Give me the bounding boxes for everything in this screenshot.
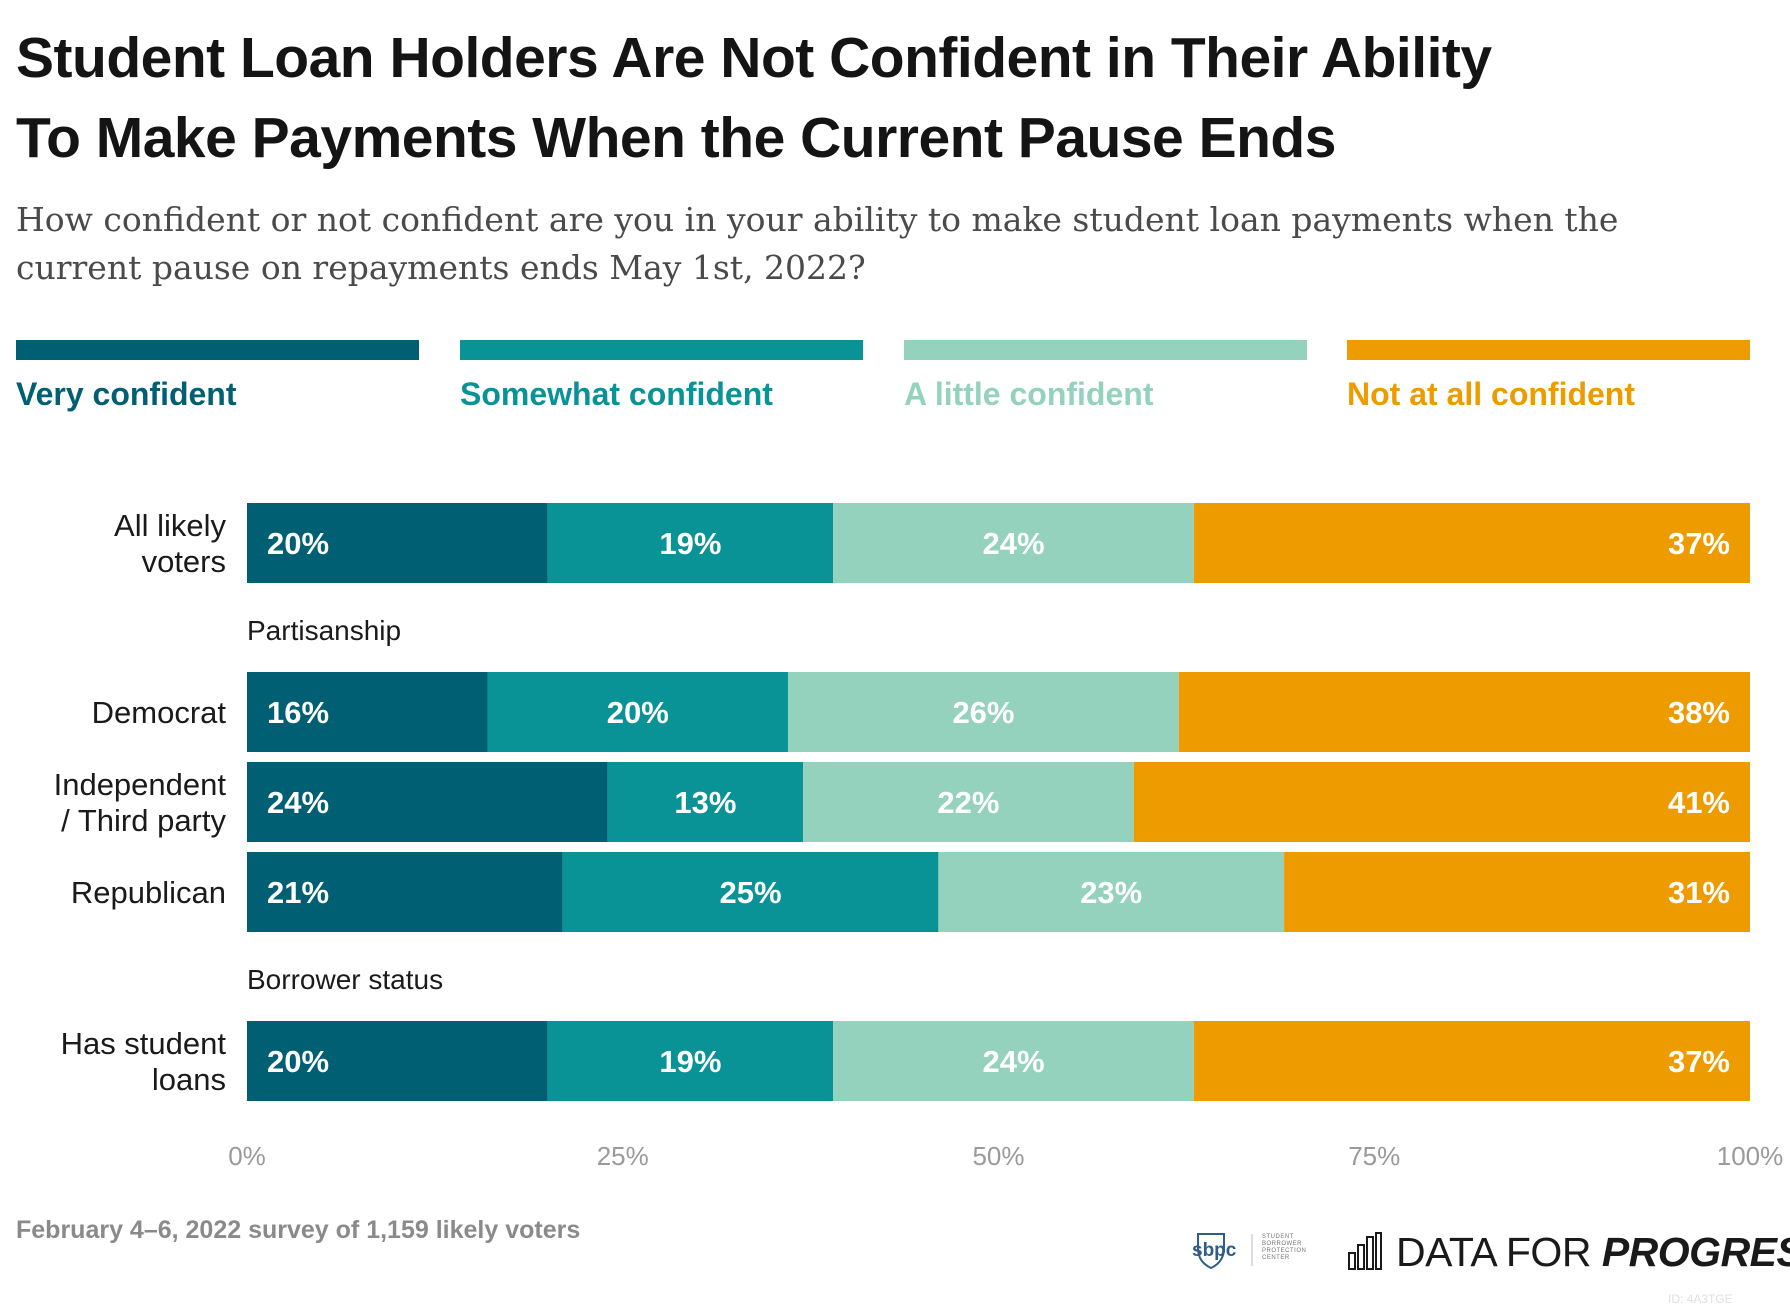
bar-segment-a-little-confident <box>833 503 1194 583</box>
x-tick-label: 75% <box>1348 1141 1400 1171</box>
bar-segment-very-confident <box>247 672 488 752</box>
category-label: Independent <box>54 767 227 802</box>
group-heading: Partisanship <box>247 615 401 646</box>
legend-swatch-very-confident <box>16 340 419 360</box>
data-label: 21% <box>267 875 329 910</box>
bar-segment-not-at-all-confident <box>1133 762 1750 842</box>
dfp-wordmark: DATA FOR PROGRESS <box>1396 1229 1790 1275</box>
data-label: 19% <box>659 526 721 561</box>
data-label: 26% <box>952 695 1014 730</box>
bar-segment-somewhat-confident <box>547 1021 834 1101</box>
chart-subtitle: How confident or not confident are you i… <box>16 196 1756 292</box>
bar-segment-very-confident <box>247 1021 548 1101</box>
legend-label-very-confident: Very confident <box>16 376 237 412</box>
data-label: 23% <box>1080 875 1142 910</box>
bar-segment-very-confident <box>247 762 608 842</box>
x-tick-label: 0% <box>228 1141 266 1171</box>
bar-segment-not-at-all-confident <box>1193 1021 1750 1101</box>
data-label: 20% <box>607 695 669 730</box>
title-line-2: To Make Payments When the Current Pause … <box>16 106 1336 170</box>
legend-item-somewhat-confident: Somewhat confident <box>460 340 863 413</box>
category-label: All likely <box>114 508 226 543</box>
category-label: Republican <box>71 875 226 910</box>
bar-segment-a-little-confident <box>938 852 1285 932</box>
bar-segment-somewhat-confident <box>607 762 804 842</box>
x-tick-label: 50% <box>972 1141 1024 1171</box>
survey-note: February 4–6, 2022 survey of 1,159 likel… <box>16 1216 581 1244</box>
dfp-wordmark-bold: PROGRESS <box>1601 1229 1790 1275</box>
sbpc-wordmark: STUDENT BORROWER PROTECTION CENTER <box>1262 1234 1307 1261</box>
data-for-progress-logo: DATA FOR PROGRESS <box>1348 1229 1790 1275</box>
chart-title: Student Loan Holders Are Not Confident i… <box>16 18 1776 178</box>
legend-swatch-not-at-all-confident <box>1347 340 1750 360</box>
category-label: Has student <box>61 1026 227 1061</box>
sbpc-logo-icon: sbpc <box>1192 1233 1253 1270</box>
data-label: 19% <box>659 1044 721 1079</box>
data-label: 24% <box>983 1044 1045 1079</box>
bar-segment-a-little-confident <box>788 672 1179 752</box>
bar-segment-somewhat-confident <box>547 503 834 583</box>
group-heading: Borrower status <box>247 964 443 995</box>
bar-segment-not-at-all-confident <box>1193 503 1750 583</box>
legend-label-somewhat-confident: Somewhat confident <box>460 376 773 412</box>
data-label: 41% <box>1668 785 1730 820</box>
bar-segment-very-confident <box>247 503 548 583</box>
bar-chart-icon <box>1348 1232 1382 1270</box>
bar-segment-not-at-all-confident <box>1178 672 1750 752</box>
legend-item-not-at-all-confident: Not at all confident <box>1347 340 1750 413</box>
data-label: 16% <box>267 695 329 730</box>
data-label: 24% <box>267 785 329 820</box>
bar-segment-very-confident <box>247 852 563 932</box>
category-label: / Third party <box>61 803 226 838</box>
data-label: 20% <box>267 1044 329 1079</box>
data-label: 38% <box>1668 695 1730 730</box>
category-label: Democrat <box>92 695 227 730</box>
category-label: voters <box>142 544 226 579</box>
data-label: 37% <box>1668 526 1730 561</box>
data-label: 22% <box>937 785 999 820</box>
data-label: 25% <box>719 875 781 910</box>
bar-segment-somewhat-confident <box>562 852 939 932</box>
bar-segment-a-little-confident <box>833 1021 1194 1101</box>
data-label: 13% <box>674 785 736 820</box>
bar-segment-a-little-confident <box>803 762 1134 842</box>
legend-swatch-a-little-confident <box>904 340 1307 360</box>
category-label: loans <box>152 1062 226 1097</box>
data-label: 31% <box>1668 875 1730 910</box>
subtitle-line-1: How confident or not confident are you i… <box>16 200 1619 239</box>
x-tick-label: 100% <box>1717 1141 1784 1171</box>
chart-id: ID: 4A3TGE <box>1668 1292 1733 1306</box>
data-label: 24% <box>983 526 1045 561</box>
bar-segment-not-at-all-confident <box>1284 852 1750 932</box>
dfp-wordmark-light: DATA FOR <box>1396 1229 1602 1275</box>
legend-item-very-confident: Very confident <box>16 340 419 413</box>
title-line-1: Student Loan Holders Are Not Confident i… <box>16 26 1492 90</box>
subtitle-line-2: current pause on repayments ends May 1st… <box>16 248 866 287</box>
legend-item-a-little-confident: A little confident <box>904 340 1307 413</box>
x-tick-label: 25% <box>597 1141 649 1171</box>
bar-segment-somewhat-confident <box>487 672 789 752</box>
legend-label-not-at-all-confident: Not at all confident <box>1347 376 1635 412</box>
data-label: 20% <box>267 526 329 561</box>
data-label: 37% <box>1668 1044 1730 1079</box>
sbpc-mark: sbpc <box>1192 1240 1237 1261</box>
legend-label-a-little-confident: A little confident <box>904 376 1154 412</box>
legend-swatch-somewhat-confident <box>460 340 863 360</box>
